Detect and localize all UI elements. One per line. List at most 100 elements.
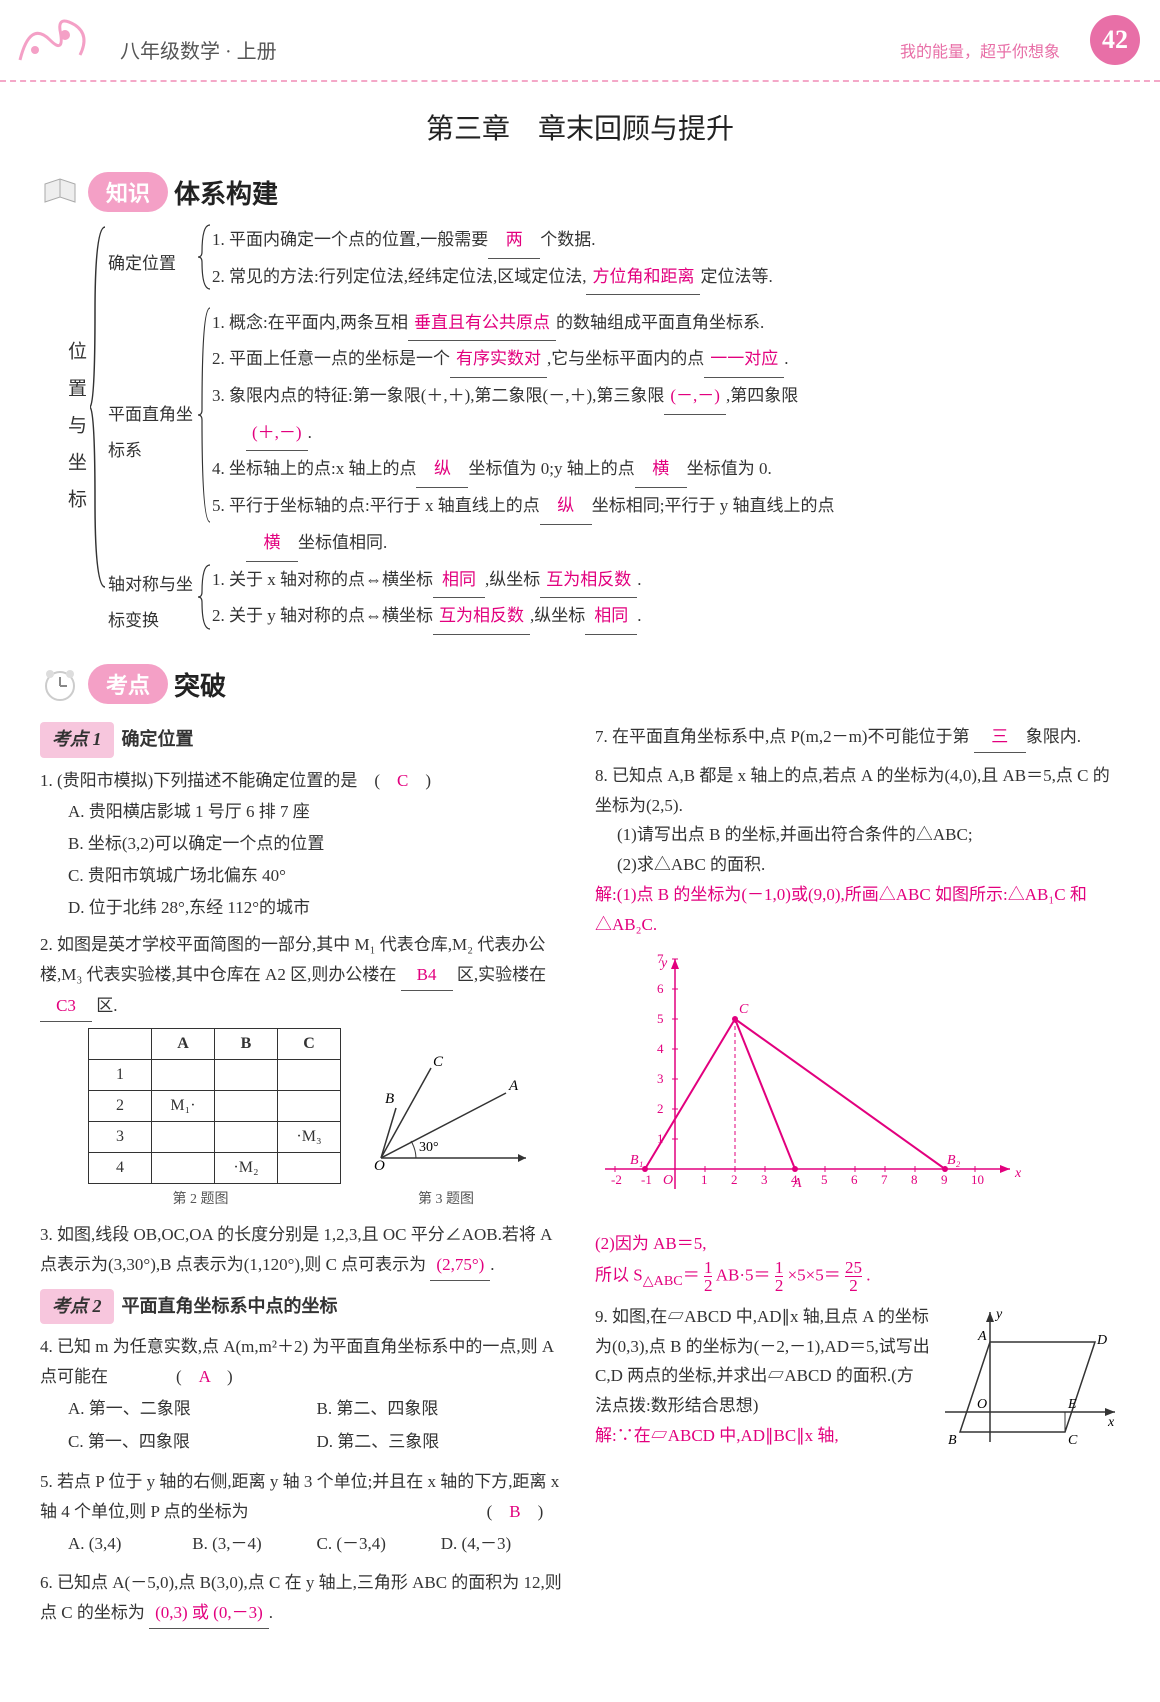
question-3: 3. 如图,线段 OB,OC,OA 的长度分别是 1,2,3,且 OC 平分∠A… (40, 1220, 565, 1281)
angle-label: 30° (419, 1140, 439, 1155)
q6-answer: (0,3) 或 (0,－3) (149, 1598, 269, 1629)
svg-text:x: x (1014, 1166, 1022, 1181)
q8-line2: (1)请写出点 B 的坐标,并画出符合条件的△ABC; (595, 820, 1120, 850)
option-d: D. 第二、三象限 (317, 1427, 566, 1457)
section-knowledge-head: 知识 体系构建 (40, 172, 1160, 212)
text: 坐标值为 0. (687, 459, 772, 478)
section2-text: 突破 (174, 666, 226, 703)
option-d: D. (4,－3) (441, 1529, 565, 1559)
text: 2. 常见的方法:行列定位法,经纬定位法,区域定位法, (212, 267, 586, 286)
text: . (866, 1265, 870, 1284)
text: 坐标相同;平行于 y 轴直线上的点 (592, 496, 835, 515)
answer: 横 (635, 451, 687, 488)
text: ,第四象限 (726, 386, 798, 405)
q2-table: ABC 1 2M₁· 3·M₃ 4·M₂ (88, 1028, 341, 1184)
text: 1 (775, 1258, 784, 1277)
option-b: B. 坐标(3,2)可以确定一个点的位置 (68, 829, 565, 859)
kp2-badge: 考点 2 (40, 1289, 114, 1325)
q2-ans1: B4 (401, 960, 453, 991)
text: 所以 S (595, 1265, 643, 1284)
svg-text:3: 3 (657, 1071, 664, 1086)
main-title: 第三章 章末回顾与提升 (0, 107, 1160, 147)
kp1-badge: 考点 1 (40, 722, 114, 758)
cell (215, 1059, 278, 1090)
text: 2 (775, 1276, 784, 1294)
q7-answer: 三 (974, 722, 1026, 753)
brace-icon (198, 305, 212, 525)
answer: 相同 (433, 562, 485, 599)
text: 3. 象限内点的特征:第一象限(＋,＋),第二象限(－,＋),第三象限 (212, 386, 664, 405)
text: . (308, 423, 312, 442)
cell: 2 (89, 1090, 152, 1121)
svg-text:A: A (792, 1176, 802, 1191)
cell (215, 1090, 278, 1121)
label-o: O (977, 1397, 987, 1412)
option-c: C. 第一、四象限 (68, 1427, 317, 1457)
cell (278, 1152, 341, 1183)
svg-text:3: 3 (761, 1172, 768, 1187)
cell: 1 (89, 1059, 152, 1090)
q9-figure: A D B C E O x y (940, 1302, 1120, 1452)
c2-label: 平面直角坐标系 (108, 305, 198, 562)
question-7: 7. 在平面直角坐标系中,点 P(m,2－m)不可能位于第 三象限内. (595, 722, 1120, 753)
label-x: x (1107, 1415, 1115, 1430)
svg-text:7: 7 (657, 951, 664, 966)
answer: 互为相反数 (540, 562, 637, 599)
q8-chart: O x y -2-1123456789101234567 (595, 939, 1025, 1219)
text: 区. (96, 996, 117, 1015)
svg-text:1: 1 (701, 1172, 708, 1187)
brace-icon (90, 222, 108, 592)
text: ) (408, 771, 431, 790)
q8-sol2: (2)因为 AB＝5, (595, 1229, 1120, 1259)
question-9: A D B C E O x y 9. 如图,在▱ABCD 中,AD∥x 轴,且点… (595, 1302, 1120, 1451)
answer: 横 (246, 525, 298, 562)
svg-text:6: 6 (851, 1172, 858, 1187)
answer: 垂直且有公共原点 (408, 305, 556, 342)
cell: B (215, 1028, 278, 1059)
svg-text:2: 2 (731, 1172, 738, 1187)
cell: C (278, 1028, 341, 1059)
text: 1. 平面内确定一个点的位置,一般需要 (212, 230, 488, 249)
q8-sol3: 所以 S△ABC＝ 12 AB·5＝ 12 ×5×5＝ 252 . (595, 1259, 1120, 1294)
text: 2 (845, 1276, 862, 1294)
cell: ·M₂ (215, 1152, 278, 1183)
concept-map: 位置与坐标 确定位置 1. 平面内确定一个点的位置,一般需要两个数据. 2. 常… (60, 222, 1120, 644)
cell (152, 1059, 215, 1090)
text: ) (210, 1367, 233, 1386)
q2-caption: 第 2 题图 (60, 1188, 341, 1213)
option-b: B. 第二、四象限 (317, 1394, 566, 1424)
svg-text:2: 2 (657, 1101, 664, 1116)
question-6: 6. 已知点 A(－5,0),点 B(3,0),点 C 在 y 轴上,三角形 A… (40, 1568, 565, 1629)
label-e: E (1067, 1397, 1077, 1412)
label-c: C (1068, 1433, 1078, 1448)
page-number-badge: 42 (1090, 15, 1140, 65)
cell (278, 1090, 341, 1121)
text: 1. 关于 x 轴对称的点⇔横坐标 (212, 570, 433, 589)
text: ,纵坐标 (530, 606, 585, 625)
text: 坐标值相同. (298, 533, 387, 552)
option-d: D. 位于北纬 28°,东经 112°的城市 (68, 893, 565, 923)
text: 个数据. (540, 230, 595, 249)
text: △ABC (643, 1273, 683, 1289)
header-quote: 我的能量，超乎你想象 (900, 38, 1060, 62)
q8-line1: 8. 已知点 A,B 都是 x 轴上的点,若点 A 的坐标为(4,0),且 AB… (595, 761, 1120, 821)
c1-label: 确定位置 (108, 222, 198, 305)
cell (278, 1059, 341, 1090)
option-c: C. (－3,4) (317, 1529, 441, 1559)
q5-answer: B (509, 1502, 520, 1521)
text: 25 (845, 1258, 862, 1277)
text: 1. 概念:在平面内,两条互相 (212, 313, 408, 332)
cell: 4 (89, 1152, 152, 1183)
answer: 有序实数对 (450, 341, 547, 378)
cell (152, 1121, 215, 1152)
q4-answer: A (199, 1367, 210, 1386)
text: AB·5＝ (716, 1265, 771, 1284)
text: . (637, 606, 641, 625)
text: . (490, 1255, 494, 1274)
book-icon (40, 172, 80, 212)
svg-text:B₁: B₁ (630, 1153, 643, 1168)
text: 1 (704, 1258, 713, 1277)
label-d: D (1096, 1333, 1107, 1348)
c3-label: 轴对称与坐标变换 (108, 562, 198, 645)
section1-text: 体系构建 (174, 174, 278, 211)
